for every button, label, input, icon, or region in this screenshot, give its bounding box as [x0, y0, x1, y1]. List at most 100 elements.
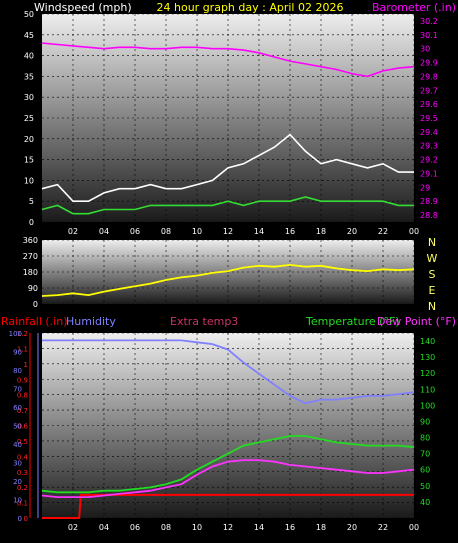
wind-y-tick-label: 35 [24, 72, 34, 81]
temperature-x-tick-label: 18 [316, 523, 326, 532]
rainfall-line [42, 493, 414, 519]
wind-x-tick-labels: 02 04 06 08 10 12 14 16 18 20 22 00 [68, 227, 419, 236]
humidity-tick-label: 60 [13, 404, 22, 412]
humidity-tick-label: 30 [13, 460, 22, 468]
windspeed-axis-label: Windspeed (mph) [34, 1, 132, 14]
wind-y-tick-label: 45 [24, 31, 34, 40]
rainfall-axis-label: Rainfall (.in) [1, 315, 68, 328]
rain-tick-label: 0.4 [17, 453, 29, 461]
compass-label: N [428, 236, 436, 249]
humidity-tick-label: 40 [13, 441, 22, 449]
temperature-tick-label: 120 [420, 369, 435, 378]
temperature-tick-label: 130 [420, 353, 435, 362]
temperature-x-tick-label: 12 [223, 523, 233, 532]
direction-y-tick-label: 270 [23, 252, 38, 261]
temperature-x-tick-label: 00 [409, 523, 419, 532]
wind-x-tick-label: 02 [68, 227, 78, 236]
temperature-tick-label: 60 [420, 466, 430, 475]
humidity-tick-label: 80 [13, 367, 22, 375]
temperature-tick-label: 40 [420, 498, 430, 507]
wind-y-tick-label: 50 [24, 10, 34, 19]
dew-point-line [41, 459, 415, 498]
temperature-x-tick-labels: 02 04 06 08 10 12 14 16 18 20 22 00 [68, 523, 419, 532]
barometer-tick-label: 29.1 [420, 169, 438, 178]
wind-x-tick-label: 18 [316, 227, 326, 236]
direction-y-tick-label: 360 [23, 236, 38, 245]
barometer-tick-label: 28.9 [420, 197, 438, 206]
wind-y-tick-label: 40 [24, 52, 34, 61]
wind-series [41, 42, 415, 215]
rain-tick-label: 0.8 [17, 392, 28, 400]
barometer-line [41, 42, 415, 78]
compass-label: N [428, 300, 436, 313]
temperature-x-tick-label: 10 [192, 523, 202, 532]
humidity-tick-label: 100 [9, 330, 22, 338]
humidity-tick-label: 20 [13, 478, 22, 486]
compass-label: W [427, 252, 438, 265]
humidity-tick-labels: 0 10 20 30 40 50 60 70 80 90 100 [9, 330, 22, 523]
wind-x-tick-label: 16 [285, 227, 295, 236]
wind-y-tick-label: 25 [24, 114, 34, 123]
wind-x-tick-label: 06 [130, 227, 140, 236]
wind-direction-line [41, 263, 415, 297]
temperature-tick-label: 70 [420, 450, 430, 459]
barometer-tick-label: 29 [420, 183, 430, 192]
temperature-series [41, 339, 415, 519]
temperature-x-tick-label: 08 [161, 523, 171, 532]
barometer-tick-label: 29.9 [420, 59, 438, 68]
wind-y-tick-label: 10 [24, 176, 34, 185]
rain-tick-label: 0.7 [17, 407, 28, 415]
chart-title: 24 hour graph day : April 02 2026 [157, 1, 344, 14]
temperature-x-tick-label: 04 [99, 523, 109, 532]
temperature-tick-labels: 40 50 60 70 80 90 100 110 120 130 140 [420, 337, 435, 507]
temperature-tick-label: 140 [420, 337, 435, 346]
wind-y-tick-label: 30 [24, 93, 34, 102]
rain-tick-label: 0 [24, 515, 28, 523]
extra-temp-label: Extra temp3 [170, 315, 238, 328]
barometer-tick-label: 30.1 [420, 31, 438, 40]
wind-x-tick-label: 10 [192, 227, 202, 236]
wind-y-tick-label: 0 [29, 218, 34, 227]
humidity-line [42, 339, 415, 405]
barometer-tick-label: 29.6 [420, 100, 438, 109]
barometer-tick-label: 30 [420, 45, 430, 54]
barometer-tick-labels: 28.8 28.9 29 29.1 29.2 29.3 29.4 29.5 29.6 29.7 29… [420, 17, 438, 220]
wind-x-tick-label: 14 [254, 227, 264, 236]
direction-series [41, 263, 415, 297]
temperature-panel: 0 0.1 0.2 0.3 0.4 0.5 0.6 0.7 0.8 0.9 1 1.1 1.2 0 10 2… [1, 315, 456, 532]
temperature-x-tick-label: 14 [254, 523, 264, 532]
barometer-tick-label: 29.5 [420, 114, 438, 123]
direction-y-tick-labels: 0 90 180 270 360 [23, 236, 38, 309]
rain-tick-label: 0.5 [17, 438, 28, 446]
barometer-tick-label: 29.4 [420, 128, 438, 137]
direction-y-tick-label: 180 [23, 268, 38, 277]
barometer-tick-label: 29.2 [420, 156, 438, 165]
rain-tick-label: 0.1 [17, 500, 28, 508]
rain-tick-label: 0.3 [17, 469, 28, 477]
wind-y-tick-label: 20 [24, 135, 34, 144]
windspeed-line [41, 196, 414, 215]
wind-x-tick-label: 00 [409, 227, 419, 236]
wind-y-tick-labels: 0 5 10 15 20 25 30 35 40 45 50 [24, 10, 34, 227]
humidity-tick-label: 50 [13, 423, 22, 431]
temperature-tick-label: 90 [420, 417, 430, 426]
barometer-tick-label: 29.7 [420, 86, 438, 95]
barometer-tick-label: 28.8 [420, 211, 438, 220]
temperature-tick-label: 50 [420, 482, 430, 491]
humidity-tick-label: 10 [13, 497, 22, 505]
wind-x-tick-label: 12 [223, 227, 233, 236]
direction-y-tick-label: 0 [33, 300, 38, 309]
rain-tick-label: 0.6 [17, 423, 29, 431]
wind-x-tick-label: 08 [161, 227, 171, 236]
humidity-tick-label: 90 [13, 349, 22, 357]
temperature-tick-label: 100 [420, 401, 435, 410]
temperature-x-tick-label: 20 [347, 523, 357, 532]
wind-x-tick-label: 22 [378, 227, 388, 236]
humidity-tick-label: 0 [18, 515, 22, 523]
temperature-x-tick-label: 22 [378, 523, 388, 532]
rain-tick-label: 0.2 [17, 484, 28, 492]
direction-y-tick-label: 90 [28, 284, 38, 293]
